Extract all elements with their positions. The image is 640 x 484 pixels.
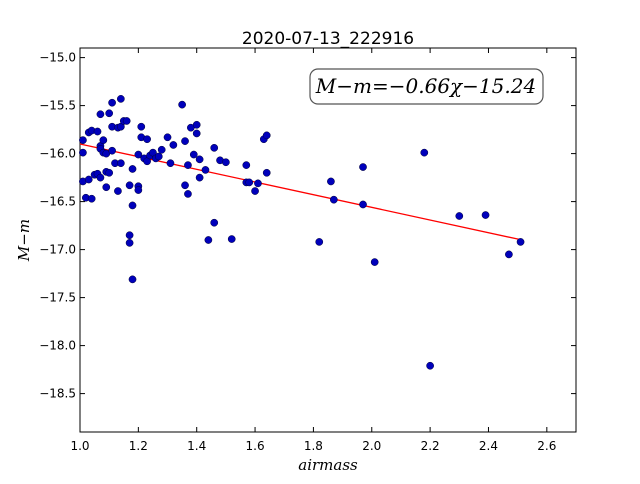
data-point	[116, 95, 125, 103]
x-tick-label: 1.4	[187, 439, 206, 453]
x-tick-label: 1.2	[129, 439, 148, 453]
data-point	[222, 158, 230, 167]
data-point	[189, 150, 198, 159]
data-point	[93, 127, 102, 136]
chart-title: 2020-07-13_222916	[242, 29, 414, 49]
data-point	[105, 109, 114, 118]
x-axis: 1.0 1.2 1.4 1.6 1.8 2.0 2.2 2.4 2.6	[70, 48, 556, 453]
data-point	[163, 133, 172, 142]
data-point	[128, 165, 137, 173]
data-point	[455, 212, 464, 220]
data-point	[79, 148, 87, 157]
data-point	[227, 235, 236, 243]
data-point	[134, 150, 143, 159]
x-tick-label: 2.2	[421, 439, 440, 453]
data-point	[105, 168, 114, 177]
annotation-box: M−m=−0.66χ−15.24	[309, 68, 544, 105]
y-tick-label: −18.0	[39, 339, 76, 353]
data-point	[505, 250, 513, 259]
data-point	[178, 100, 186, 109]
data-point	[245, 178, 254, 187]
data-point	[370, 258, 379, 266]
data-point	[262, 168, 271, 177]
data-point	[102, 183, 111, 192]
data-point	[134, 186, 143, 194]
data-point	[108, 98, 116, 107]
data-point	[184, 190, 192, 198]
y-tick-label: −16.0	[39, 147, 76, 161]
data-point	[125, 239, 134, 247]
data-point	[87, 194, 96, 203]
data-point	[262, 131, 271, 140]
data-point	[166, 159, 175, 168]
x-tick-label: 1.6	[246, 439, 265, 453]
data-point	[108, 146, 116, 155]
data-point	[181, 137, 189, 145]
y-tick-label: −17.5	[39, 291, 76, 305]
data-point	[181, 181, 189, 190]
x-tick-label: 2.6	[537, 439, 556, 453]
annotation-frame	[309, 68, 544, 105]
data-point	[242, 161, 251, 169]
data-point	[516, 238, 525, 246]
data-point	[201, 166, 210, 174]
y-axis-label: M−m	[15, 219, 33, 262]
data-point	[315, 238, 324, 246]
data-point	[426, 361, 434, 370]
data-point	[122, 117, 131, 125]
data-point	[137, 122, 146, 131]
data-point	[157, 145, 166, 154]
data-point	[359, 200, 367, 209]
data-point	[329, 195, 338, 204]
data-point	[79, 136, 87, 145]
data-point	[169, 141, 178, 149]
x-tick-label: 1.8	[304, 439, 323, 453]
data-point	[327, 177, 335, 186]
x-tick-label: 1.0	[70, 439, 89, 453]
data-point	[99, 136, 108, 145]
data-point	[114, 187, 122, 195]
data-point	[154, 152, 163, 161]
data-point	[420, 148, 429, 157]
x-tick-label: 2.0	[362, 439, 381, 453]
data-point	[204, 236, 213, 244]
data-point	[192, 129, 201, 138]
data-point	[116, 159, 125, 168]
data-point	[254, 179, 262, 188]
y-tick-label: −15.0	[39, 51, 76, 65]
data-point	[481, 211, 490, 219]
data-point	[210, 218, 219, 227]
data-point	[125, 231, 134, 240]
data-point	[195, 155, 204, 164]
data-point	[210, 143, 219, 152]
data-point	[143, 135, 151, 144]
data-point	[128, 201, 137, 210]
data-point	[125, 181, 134, 190]
data-point	[96, 110, 105, 119]
fit-equation-annotation: M−m=−0.66χ−15.24	[315, 74, 536, 98]
data-point	[359, 163, 367, 171]
data-point	[184, 161, 192, 169]
y-tick-label: −15.5	[39, 99, 76, 113]
y-tick-label: −17.0	[39, 243, 76, 257]
data-points	[79, 95, 525, 370]
data-point	[84, 175, 93, 184]
y-axis: −15.0 −15.5 −16.0 −16.5 −17.0 −17.5 −18.0 −18.5	[39, 51, 576, 401]
data-point	[192, 120, 201, 129]
data-point	[96, 173, 105, 182]
data-point	[195, 173, 204, 182]
x-axis-label: airmass	[298, 456, 358, 474]
data-point	[128, 275, 137, 284]
x-tick-label: 2.4	[479, 439, 498, 453]
plot-area	[79, 47, 577, 433]
y-tick-label: −16.5	[39, 195, 76, 209]
data-point	[251, 187, 259, 195]
y-tick-label: −18.5	[39, 387, 76, 401]
